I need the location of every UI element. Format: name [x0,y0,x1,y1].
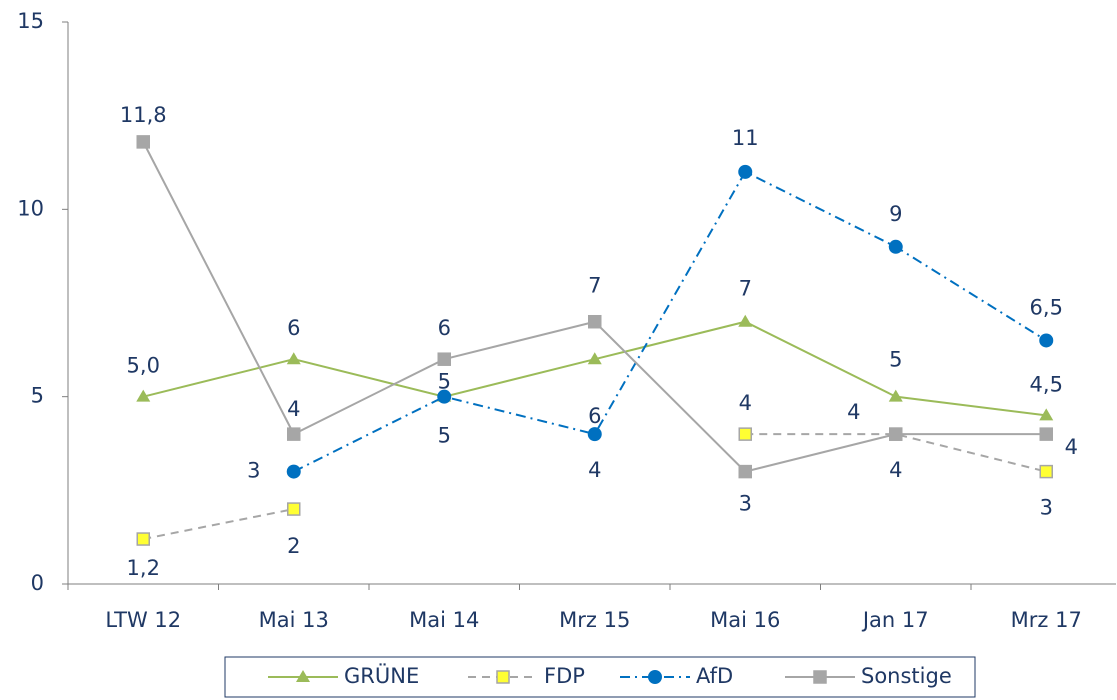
data-point [889,427,903,441]
legend-label: AfD [696,664,733,688]
data-point [588,314,602,329]
data-label: 4,5 [1030,372,1063,396]
y-tick-label: 0 [31,571,44,595]
legend-marker [496,670,510,684]
data-point [287,427,301,441]
y-tick-label: 5 [31,384,44,408]
legend-label: Sonstige [861,664,952,688]
data-label: 1,2 [127,556,160,580]
data-point [1039,408,1054,421]
data-point [136,135,150,149]
legend-marker [296,670,310,682]
x-tick-label: Mai 13 [259,608,329,632]
series-line [745,433,1047,473]
data-point [1039,333,1054,348]
x-tick-label: Mrz 15 [559,608,630,632]
data-label: 7 [739,277,752,301]
y-tick-label: 15 [17,9,44,33]
data-point [1039,427,1053,441]
data-label: 9 [889,202,902,226]
x-tick-label: Mrz 17 [1011,608,1082,632]
data-label: 5 [889,348,902,372]
legend-label: GRÜNE [344,663,419,688]
legend-marker [648,670,662,684]
data-point [437,352,451,366]
series-line [143,508,294,541]
data-label: 6 [287,316,300,340]
data-label: 7 [588,274,601,298]
data-point [136,389,151,402]
data-label: 4 [588,458,601,482]
data-label: 4 [847,400,860,424]
x-tick-label: Mai 14 [409,608,479,632]
data-point [286,464,301,479]
series-line [143,320,1047,417]
data-label: 6 [438,316,451,340]
data-point [738,427,752,441]
y-tick-label: 10 [17,196,44,220]
data-label: 6,5 [1030,295,1063,319]
data-point [1039,464,1053,479]
data-label: 4 [1065,435,1078,459]
data-label: 3 [247,459,260,483]
legend-marker [813,670,827,684]
data-point [287,502,301,516]
x-tick-label: LTW 12 [105,608,181,632]
x-tick-label: Mai 16 [710,608,780,632]
data-point [888,389,903,402]
x-tick-label: Jan 17 [861,608,929,632]
data-label: 4 [287,397,300,421]
data-label: 11,8 [120,103,167,127]
data-point [136,532,150,546]
data-label: 6 [588,404,601,428]
data-label: 4 [739,391,752,415]
data-point [587,427,602,442]
data-label: 3 [739,492,752,516]
series-line [293,170,1047,473]
data-label: 11 [732,126,759,150]
data-point [286,352,301,365]
data-point [437,389,452,404]
data-label: 2 [287,534,300,558]
legend-label: FDP [544,664,585,688]
data-point [587,352,602,365]
data-point [888,239,903,254]
data-label: 5 [438,370,451,394]
data-label: 4 [889,458,902,482]
data-point [738,314,753,327]
data-label: 5,0 [127,354,160,378]
data-point [738,164,753,179]
data-label: 3 [1040,496,1053,520]
data-label: 5 [438,424,451,448]
data-point [738,464,752,479]
